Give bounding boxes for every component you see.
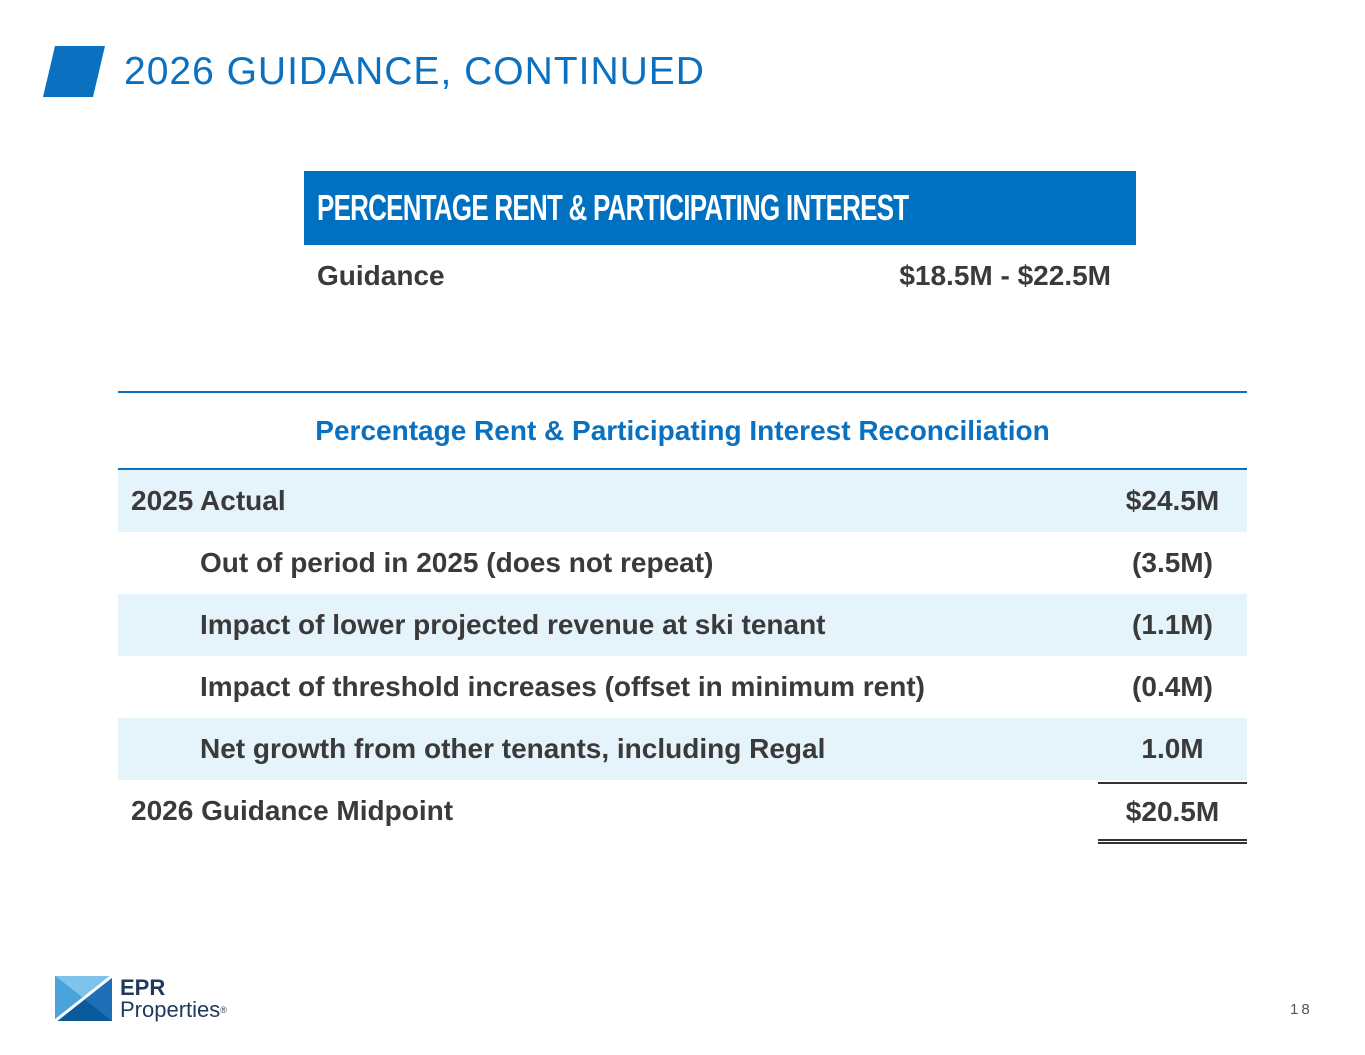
company-logo: EPR Properties®: [55, 976, 227, 1021]
reconciliation-title: Percentage Rent & Participating Interest…: [118, 391, 1247, 470]
guidance-value: $18.5M - $22.5M: [899, 260, 1111, 291]
registered-mark: ®: [220, 1004, 227, 1015]
logo-line-2-text: Properties: [120, 996, 221, 1022]
row-value: (1.1M): [1132, 609, 1213, 640]
row-label: Out of period in 2025 (does not repeat): [200, 547, 714, 578]
row-value: (0.4M): [1132, 671, 1213, 702]
row-label: 2025 Actual: [131, 485, 286, 516]
logo-line-1: EPR: [120, 974, 166, 1000]
total-row: 2026 Guidance Midpoint $20.5M: [118, 780, 1247, 844]
logo-text: EPR Properties®: [120, 974, 227, 1022]
page-title: 2026 GUIDANCE, CONTINUED: [124, 50, 705, 93]
table-row: Impact of lower projected revenue at ski…: [118, 594, 1247, 656]
table-row: Out of period in 2025 (does not repeat) …: [118, 532, 1247, 594]
total-label: 2026 Guidance Midpoint: [131, 795, 454, 826]
title-accent-shape: [43, 46, 105, 97]
guidance-header-text: PERCENTAGE RENT & PARTICIPATING INTEREST: [317, 187, 909, 228]
guidance-label: Guidance: [317, 260, 445, 291]
table-row: 2025 Actual $24.5M: [118, 470, 1247, 532]
epr-logo-icon: [55, 976, 112, 1021]
row-value: (3.5M): [1132, 547, 1213, 578]
table-row: Impact of threshold increases (offset in…: [118, 656, 1247, 718]
row-value: $24.5M: [1125, 485, 1220, 516]
guidance-header: PERCENTAGE RENT & PARTICIPATING INTEREST: [304, 171, 1136, 245]
row-label: Net growth from other tenants, including…: [200, 733, 826, 764]
table-row: Net growth from other tenants, including…: [118, 718, 1247, 780]
row-label: Impact of threshold increases (offset in…: [200, 671, 926, 702]
total-value: $20.5M: [1098, 782, 1247, 844]
guidance-box: PERCENTAGE RENT & PARTICIPATING INTEREST…: [304, 171, 1136, 307]
page-number: 18: [1290, 1001, 1313, 1018]
guidance-row: Guidance $18.5M - $22.5M: [304, 245, 1136, 307]
logo-line-2: Properties®: [120, 996, 227, 1022]
row-label: Impact of lower projected revenue at ski…: [200, 609, 826, 640]
reconciliation-table: Percentage Rent & Participating Interest…: [118, 391, 1247, 844]
row-value: 1.0M: [1141, 733, 1204, 764]
